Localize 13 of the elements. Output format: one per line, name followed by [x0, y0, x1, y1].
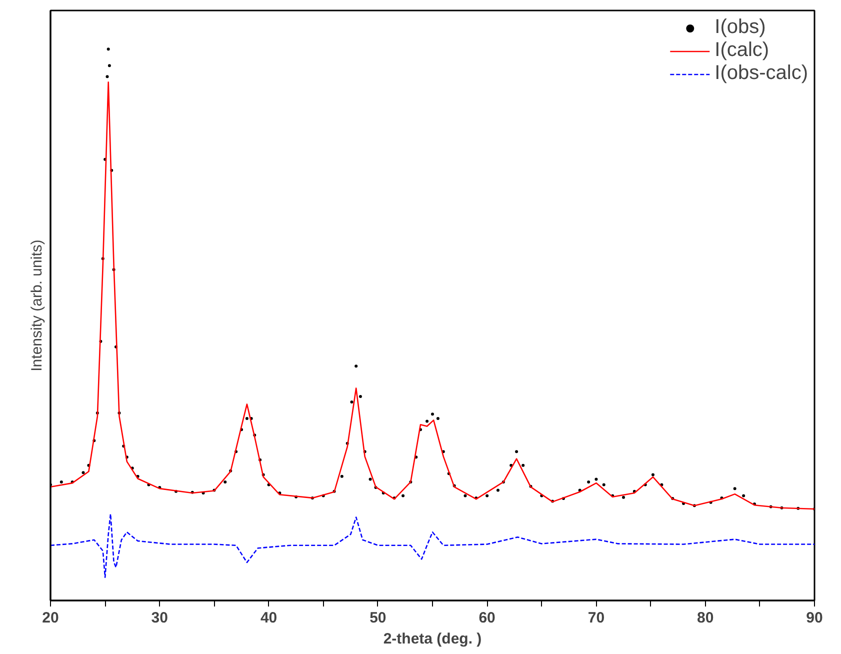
legend-label: I(obs) [714, 16, 766, 39]
legend-label: I(obs-calc) [714, 62, 808, 85]
x-tick-label: 60 [478, 610, 496, 626]
x-tick-label: 80 [697, 610, 714, 626]
x-tick-label: 40 [260, 610, 278, 626]
x-tick-label: 90 [806, 610, 823, 626]
x-tick-label: 50 [370, 610, 386, 626]
x-tick-label: 70 [588, 610, 605, 626]
y-axis-title: Intensity (arb. units) [28, 240, 46, 372]
x-axis-title: 2-theta (deg. ) [383, 630, 482, 648]
legend-label: I(calc) [714, 39, 770, 62]
x-tick-label: 20 [42, 610, 59, 626]
x-tick-label: 30 [151, 610, 168, 626]
